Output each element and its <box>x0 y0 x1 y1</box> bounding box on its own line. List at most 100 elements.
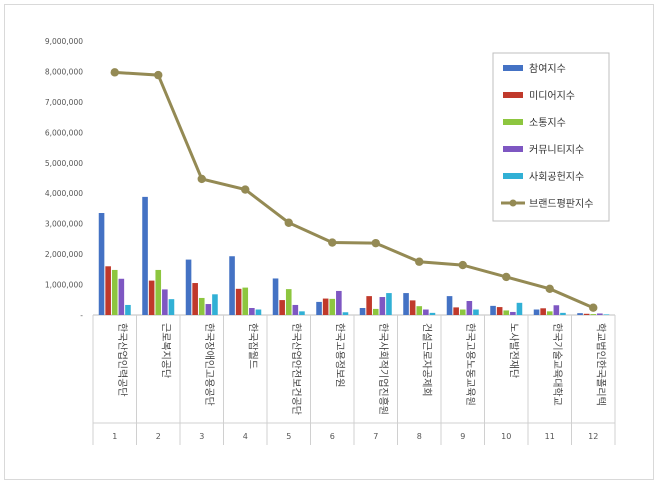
bar-1-cat-6 <box>316 301 322 315</box>
bar-2-cat-2 <box>148 280 155 315</box>
bar-1-cat-7 <box>359 307 366 315</box>
bar-3-cat-5 <box>285 289 292 315</box>
bar-1-cat-5 <box>272 278 279 315</box>
bar-5-cat-2 <box>168 299 175 315</box>
line-point <box>241 185 250 194</box>
legend-label: 커뮤니티지수 <box>529 144 584 156</box>
bar-2-cat-4 <box>235 288 242 315</box>
bar-5-cat-6 <box>342 312 349 315</box>
y-tick-label: - <box>80 311 83 320</box>
category-label: 한국사회적기업진흥원 <box>377 323 390 415</box>
chart-axes <box>92 314 616 445</box>
bar-1-cat-12 <box>577 313 583 315</box>
legend-swatch <box>503 173 523 179</box>
brand-reputation-chart: 9,000,000 8,000,000 7,000,000 6,000,000 5,00… <box>45 37 616 445</box>
bar-4-cat-5 <box>292 304 299 315</box>
bar-1-cat-9 <box>446 296 453 315</box>
line-point <box>284 218 293 227</box>
category-label: 노사발전재단 <box>507 323 519 378</box>
y-tick-label: 4,000,000 <box>45 189 83 198</box>
bar-5-cat-8 <box>429 312 436 315</box>
category-label: 한국고용정보원 <box>333 323 345 387</box>
bar-2-cat-5 <box>279 300 285 315</box>
bar-4-cat-9 <box>466 300 473 315</box>
bar-3-cat-6 <box>329 298 336 315</box>
legend-box <box>492 52 610 222</box>
category-index-label: 5 <box>286 432 291 441</box>
legend-label: 사회공헌지수 <box>529 171 584 183</box>
line-point <box>154 70 163 80</box>
bar-4-cat-7 <box>379 297 386 315</box>
bar-3-cat-9 <box>459 309 466 315</box>
bar-5-cat-4 <box>255 309 262 315</box>
y-tick-label: 6,000,000 <box>45 128 83 137</box>
bar-3-cat-4 <box>242 287 249 315</box>
bar-4-cat-12 <box>597 313 603 315</box>
bar-3-cat-2 <box>155 269 162 315</box>
category-index-label: 8 <box>417 432 422 441</box>
bar-5-cat-3 <box>212 294 218 315</box>
bar-3-cat-11 <box>546 311 553 315</box>
bar-2-cat-9 <box>453 307 459 315</box>
bar-1-cat-11 <box>533 309 540 315</box>
category-label: 건설근로자공제회 <box>420 323 432 397</box>
bar-4-cat-3 <box>205 304 212 315</box>
legend-label: 참여지수 <box>529 63 566 75</box>
bar-series <box>98 196 610 315</box>
legend-label: 미디어지수 <box>529 90 575 102</box>
bar-1-cat-8 <box>403 293 409 315</box>
bar-4-cat-4 <box>249 307 255 315</box>
bar-2-cat-12 <box>583 313 590 315</box>
line-brand-index <box>114 70 594 310</box>
bar-2-cat-7 <box>366 296 372 315</box>
category-index-label: 6 <box>330 432 335 441</box>
y-tick-label: 8,000,000 <box>45 67 83 76</box>
bar-3-cat-1 <box>111 269 118 315</box>
bar-1-cat-2 <box>142 196 148 315</box>
legend-swatch <box>503 92 523 98</box>
category-label: 한국산업인력공단 <box>116 323 129 397</box>
category-label: 한국잡월드 <box>246 323 258 369</box>
bar-3-cat-7 <box>372 308 379 315</box>
category-index-label: 10 <box>501 432 511 441</box>
line-point <box>415 257 424 266</box>
category-label: 한국고용노동교육원 <box>464 323 476 406</box>
legend-swatch <box>503 119 523 125</box>
bar-2-cat-8 <box>409 300 416 315</box>
y-tick-label: 7,000,000 <box>45 98 83 107</box>
category-label: 한국기술교육대학교 <box>551 323 563 406</box>
category-index-label: 9 <box>460 432 465 441</box>
bar-5-cat-9 <box>473 309 479 315</box>
legend-swatch-marker <box>509 199 517 207</box>
bar-4-cat-2 <box>162 289 168 315</box>
category-index-label: 4 <box>243 432 248 441</box>
bar-3-cat-8 <box>416 306 423 315</box>
bar-5-cat-11 <box>560 312 566 315</box>
bar-5-cat-5 <box>299 311 305 315</box>
line-point <box>545 284 554 294</box>
bar-3-cat-12 <box>590 314 597 315</box>
category-label: 학교법인한국폴리텍 <box>594 323 606 406</box>
bar-2-cat-3 <box>192 283 198 315</box>
bar-1-cat-10 <box>490 305 496 315</box>
bar-5-cat-10 <box>516 302 523 315</box>
bar-4-cat-1 <box>118 278 125 315</box>
y-tick-label: 5,000,000 <box>45 159 83 168</box>
category-index-label: 3 <box>199 432 204 441</box>
bar-4-cat-8 <box>423 309 429 315</box>
legend-swatch <box>503 65 523 71</box>
legend-label: 브랜드평판지수 <box>529 198 593 210</box>
bar-1-cat-3 <box>185 259 192 315</box>
y-tick-label: 1,000,000 <box>45 281 83 290</box>
line-point <box>328 238 337 247</box>
bar-5-cat-1 <box>125 304 131 315</box>
y-tick-labels: 9,000,000 8,000,000 7,000,000 6,000,000 5,00… <box>45 37 83 320</box>
y-tick-label: 3,000,000 <box>45 220 83 229</box>
category-index-label: 7 <box>373 432 378 441</box>
line-point <box>502 272 511 282</box>
category-label: 근로복지공단 <box>159 323 171 378</box>
legend-label: 소통지수 <box>529 117 566 129</box>
bar-2-cat-1 <box>105 266 111 315</box>
category-labels: 한국산업인력공단 1 근로복지공단 2 한국장애인고용공단 3 한국잡월드 4 한국산업안전보건… <box>112 323 606 441</box>
bar-1-cat-4 <box>229 256 235 315</box>
